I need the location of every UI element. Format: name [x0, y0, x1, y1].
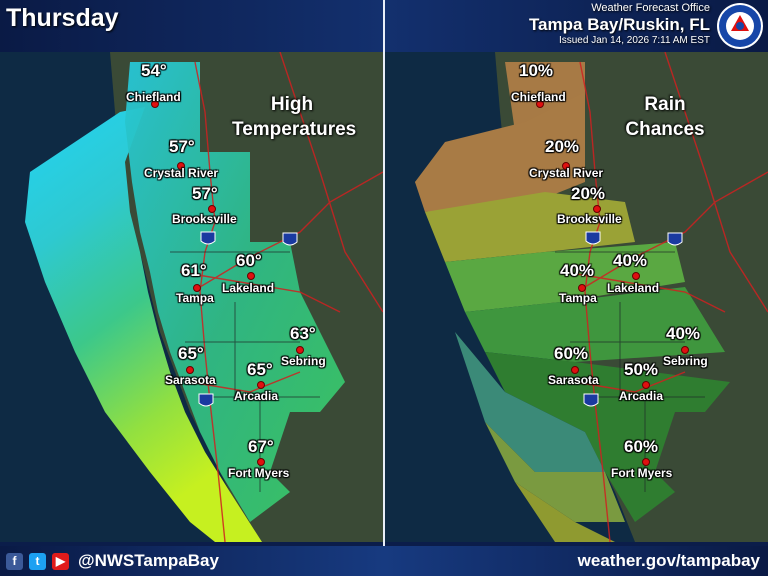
rain-value: 60%	[554, 344, 589, 363]
city-dot	[562, 162, 570, 170]
city-dot	[186, 366, 194, 374]
city-label: Sarasota	[165, 373, 216, 387]
city-label: Brooksville	[172, 212, 237, 226]
rain-value: 50%	[624, 360, 659, 379]
temp-value: 67°	[248, 437, 274, 456]
title-line2: Chances	[625, 119, 705, 140]
interstate-4-shield	[282, 232, 298, 246]
city-dot	[642, 381, 650, 389]
city-dot	[571, 366, 579, 374]
city-dot	[208, 205, 216, 213]
interstate-4-shield	[667, 232, 683, 246]
rain-value: 40%	[666, 324, 701, 343]
map-title-temps: High Temperatures	[232, 92, 357, 142]
temp-value: 54°	[141, 61, 167, 80]
interstate-75-shield-south	[198, 393, 214, 407]
city-label: Chiefland	[126, 90, 181, 104]
city-label: Arcadia	[234, 389, 279, 403]
city-dot	[247, 272, 255, 280]
website-link[interactable]: weather.gov/tampabay	[577, 551, 760, 570]
temp-value: 65°	[247, 360, 273, 379]
city-label: Crystal River	[529, 166, 604, 180]
youtube-icon[interactable]: ▶	[52, 553, 69, 570]
city-dot	[681, 346, 689, 354]
temp-value: 65°	[178, 344, 204, 363]
city-dot	[578, 284, 586, 292]
city-dot	[296, 346, 304, 354]
city-dot	[642, 458, 650, 466]
temp-value: 57°	[169, 137, 195, 156]
city-label: Arcadia	[619, 389, 664, 403]
city-label: Tampa	[559, 291, 597, 305]
city-label: Fort Myers	[611, 466, 673, 480]
facebook-icon[interactable]: f	[6, 553, 23, 570]
panel-divider	[383, 0, 385, 546]
rain-value: 20%	[545, 137, 580, 156]
city-label: Sarasota	[548, 373, 599, 387]
temp-value: 57°	[192, 184, 218, 203]
city-label: Chiefland	[511, 90, 566, 104]
rain-chances-map: Rain Chances 10% Chiefland 20% Crystal R…	[385, 52, 768, 542]
rain-value: 40%	[560, 261, 595, 280]
temp-value: 60°	[236, 251, 262, 270]
title-line1: Rain	[644, 94, 686, 115]
social-handle[interactable]: @NWSTampaBay	[78, 551, 219, 570]
interstate-75-shield	[585, 231, 601, 245]
forecast-day: Thursday	[6, 4, 119, 32]
city-label: Sebring	[663, 354, 708, 368]
temp-value: 63°	[290, 324, 316, 343]
city-label: Fort Myers	[228, 466, 290, 480]
city-label: Brooksville	[557, 212, 622, 226]
city-dot	[536, 100, 544, 108]
temp-value: 61°	[181, 261, 207, 280]
interstate-75-shield-south	[583, 393, 599, 407]
city-dot	[151, 100, 159, 108]
high-temperatures-map: High Temperatures 54° Chiefland 57° Crys…	[0, 52, 383, 542]
office-info: Weather Forecast Office Tampa Bay/Ruskin…	[529, 2, 710, 47]
rain-value: 20%	[571, 184, 606, 203]
title-line1: High	[270, 94, 314, 115]
office-line1: Weather Forecast Office	[591, 2, 710, 14]
rain-value: 10%	[519, 61, 554, 80]
city-dot	[257, 458, 265, 466]
city-label: Lakeland	[607, 281, 660, 295]
city-dot	[593, 205, 601, 213]
rain-value: 40%	[613, 251, 648, 270]
city-dot	[193, 284, 201, 292]
nws-logo-icon	[717, 3, 763, 49]
issued-time: Issued Jan 14, 2026 7:11 AM EST	[558, 35, 710, 46]
city-dot	[632, 272, 640, 280]
interstate-75-shield	[200, 231, 216, 245]
city-label: Crystal River	[144, 166, 219, 180]
footer-bar: f t ▶ @NWSTampaBay weather.gov/tampabay	[0, 546, 768, 576]
twitter-icon[interactable]: t	[29, 553, 46, 570]
office-name: Tampa Bay/Ruskin, FL	[528, 15, 710, 34]
city-label: Lakeland	[222, 281, 275, 295]
rain-value: 60%	[624, 437, 659, 456]
city-label: Sebring	[281, 354, 326, 368]
title-line2: Temperatures	[232, 119, 357, 140]
city-dot	[177, 162, 185, 170]
city-label: Tampa	[176, 291, 214, 305]
city-dot	[257, 381, 265, 389]
map-title-rain: Rain Chances	[610, 92, 720, 142]
